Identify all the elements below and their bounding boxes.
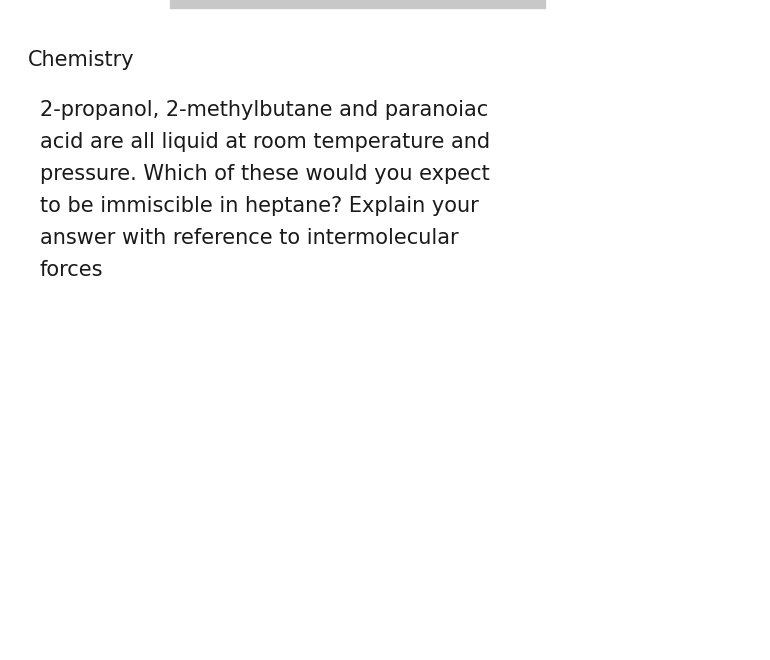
Text: 2-propanol, 2-methylbutane and paranoiac
acid are all liquid at room temperature: 2-propanol, 2-methylbutane and paranoiac… (40, 100, 490, 280)
Bar (170, 0, 545, 8)
Text: Chemistry: Chemistry (28, 50, 135, 70)
